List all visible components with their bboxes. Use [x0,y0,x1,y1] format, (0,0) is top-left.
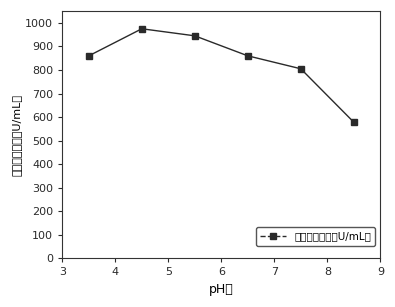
X-axis label: pH値: pH値 [209,283,234,296]
Legend: 橙皮苷酯酶活（U/mL）: 橙皮苷酯酶活（U/mL） [256,227,375,246]
Y-axis label: 橙皮苷酯酶活（U/mL）: 橙皮苷酯酶活（U/mL） [11,94,21,176]
